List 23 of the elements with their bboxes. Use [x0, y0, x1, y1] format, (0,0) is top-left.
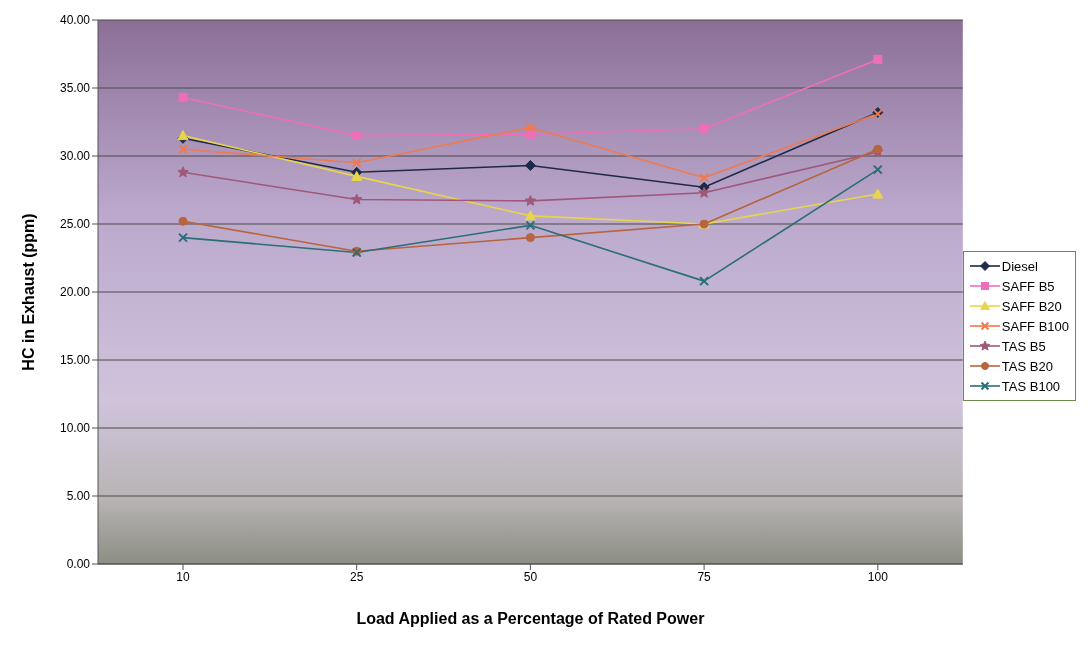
- y-axis-title: HC in Exhaust (ppm): [19, 213, 37, 371]
- x-axis-title: Load Applied as a Percentage of Rated Power: [356, 610, 705, 627]
- x-tick-label: 100: [867, 569, 889, 584]
- y-tick-label: 0.00: [66, 557, 91, 572]
- y-tick-label: 15.00: [59, 353, 91, 368]
- y-tick-label: 20.00: [59, 285, 91, 300]
- legend-label: TAS B100: [1001, 378, 1061, 394]
- legend-label: SAFF B20: [1001, 298, 1062, 314]
- y-tick-label: 35.00: [59, 81, 91, 96]
- y-tick-label: 30.00: [59, 149, 91, 164]
- legend-label: SAFF B5: [1001, 278, 1055, 294]
- x-tick-label: 50: [523, 569, 538, 584]
- legend-label: TAS B5: [1001, 338, 1046, 354]
- x-tick-label: 10: [176, 569, 190, 584]
- y-tick-label: 5.00: [66, 489, 91, 504]
- legend-label: TAS B20: [1001, 358, 1053, 374]
- y-tick-label: 25.00: [59, 217, 91, 232]
- legend-label: SAFF B100: [1001, 318, 1069, 334]
- x-tick-label: 75: [697, 569, 712, 584]
- x-tick-label: 25: [350, 569, 364, 584]
- legend-label: Diesel: [1001, 258, 1038, 274]
- y-tick-label: 40.00: [59, 13, 91, 28]
- y-tick-label: 10.00: [59, 421, 91, 436]
